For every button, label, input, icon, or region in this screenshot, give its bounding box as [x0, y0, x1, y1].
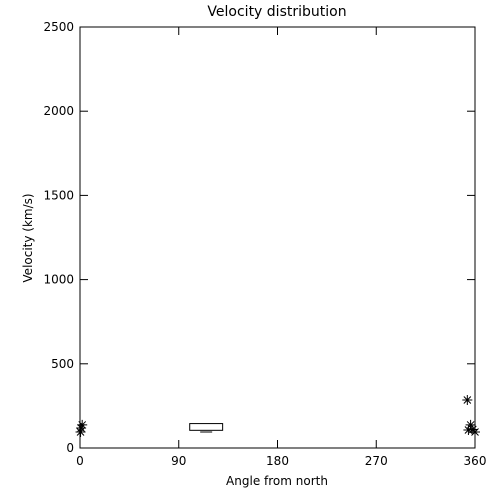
y-tick-label: 2500: [43, 20, 74, 34]
point: [75, 427, 86, 438]
y-tick-label: 500: [51, 357, 74, 371]
chart-title: Velocity distribution: [207, 4, 346, 20]
x-tick-label: 90: [171, 454, 186, 468]
y-tick-label: 1500: [43, 188, 74, 202]
point: [76, 422, 87, 433]
y-tick-label: 2000: [43, 104, 74, 118]
x-axis-label: Angle from north: [226, 474, 328, 488]
x-tick-label: 360: [464, 454, 487, 468]
point: [462, 395, 473, 406]
point: [465, 419, 476, 430]
y-axis-label: Velocity (km/s): [21, 193, 35, 282]
y-tick-label: 0: [66, 441, 74, 455]
point: [470, 427, 480, 438]
x-tick-label: 0: [76, 454, 84, 468]
x-tick-label: 270: [365, 454, 388, 468]
point: [463, 424, 474, 435]
y-tick-label: 1000: [43, 273, 74, 287]
point: [77, 419, 88, 430]
box: [189, 423, 224, 431]
x-tick-label: 180: [266, 454, 289, 468]
